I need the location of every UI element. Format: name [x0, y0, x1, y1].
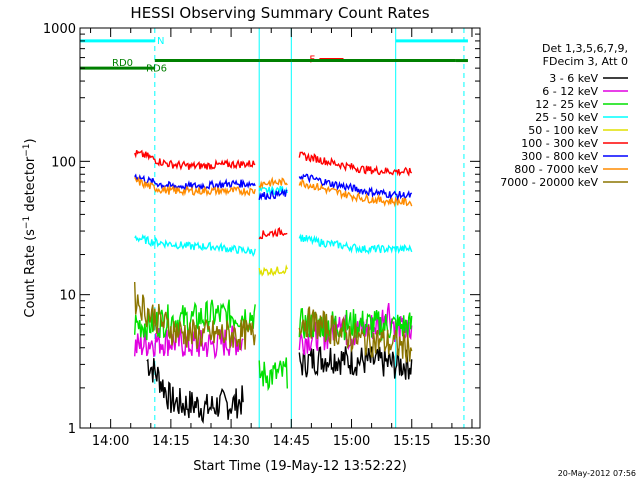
y-axis-label-sup: −1 [22, 216, 32, 229]
legend-label: 50 - 100 keV [528, 124, 598, 137]
legend-label: 300 - 800 keV [521, 150, 598, 163]
legend-header: FDecim 3, Att 0 [543, 55, 628, 68]
annotation-label: RD0 [112, 58, 133, 69]
x-axis-label: Start Time (19-May-12 13:52:22) [193, 459, 407, 474]
y-axis: 1 10 100 1000 [43, 22, 480, 437]
legend-label: 7000 - 20000 keV [500, 176, 598, 189]
y-tick-label: 1000 [43, 22, 76, 37]
series-line [146, 358, 244, 424]
series-line [134, 173, 256, 192]
legend-label: 3 - 6 keV [549, 72, 598, 85]
series-line [134, 149, 256, 171]
plot-background [80, 28, 480, 428]
chart-title: HESSI Observing Summary Count Rates [130, 4, 429, 22]
y-axis-label-part: ) [23, 138, 38, 143]
legend-label: 800 - 7000 keV [514, 163, 598, 176]
y-axis-label-part: detector [23, 156, 38, 216]
y-axis-label-sup: −1 [22, 143, 32, 156]
y-tick-label: 100 [51, 155, 76, 170]
series-line [298, 306, 413, 363]
annotation-label: RD6 [146, 64, 167, 75]
x-tick-label: 15:15 [393, 434, 430, 449]
series-line [134, 281, 256, 351]
y-axis-label-part: Count Rate (s [23, 229, 38, 318]
series-line [298, 233, 413, 255]
x-tick-label: 15:00 [333, 434, 370, 449]
x-tick-label: 14:15 [152, 434, 189, 449]
legend-label: 12 - 25 keV [535, 98, 598, 111]
footer-timestamp: 20-May-2012 07:56 [558, 469, 636, 478]
series-line [298, 173, 413, 202]
series-line [298, 151, 413, 177]
series-line [298, 178, 413, 208]
series-line [298, 346, 413, 380]
x-tick-label: 14:00 [92, 434, 129, 449]
x-tick-label: 15:30 [453, 434, 490, 449]
legend-header: Det 1,3,5,6,7,9, [542, 42, 628, 55]
legend-label: 6 - 12 keV [542, 85, 598, 98]
legend-label: 100 - 300 keV [521, 137, 598, 150]
legend-label: 25 - 50 keV [535, 111, 598, 124]
series-line [134, 176, 256, 198]
y-tick-label: 1 [68, 422, 76, 437]
series-line [134, 233, 256, 257]
x-tick-label: 14:30 [212, 434, 249, 449]
x-axis: 14:00 14:15 14:30 14:45 15:00 15:15 15:30 [90, 28, 491, 449]
x-tick-label: 14:45 [273, 434, 310, 449]
series-line [134, 325, 244, 360]
legend: Det 1,3,5,6,7,9, FDecim 3, Att 0 3 - 6 k… [500, 42, 628, 189]
series-layer [134, 149, 413, 424]
annotation-label: N [157, 36, 164, 47]
series-line [258, 188, 288, 201]
series-line [258, 226, 288, 240]
series-line [258, 176, 288, 190]
series-line [258, 357, 288, 392]
annotation-bars: NFRD0RD6 [80, 36, 468, 75]
series-line [258, 185, 288, 196]
plot-frame [79, 27, 481, 429]
y-tick-label: 10 [59, 289, 76, 304]
y-axis-label: Count Rate (s−1 detector−1) [22, 138, 38, 317]
series-line [258, 264, 288, 277]
